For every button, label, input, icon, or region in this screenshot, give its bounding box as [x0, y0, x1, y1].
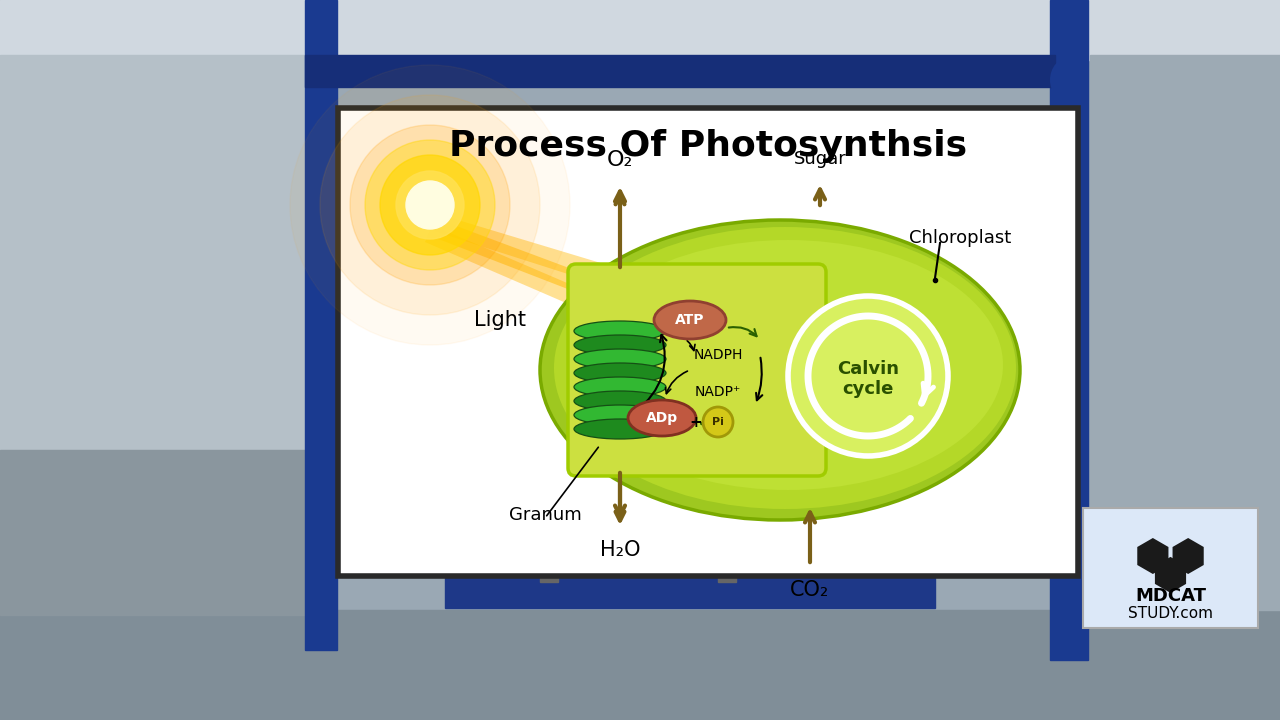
Bar	[1050, 0, 1088, 660]
Circle shape	[406, 181, 454, 229]
Ellipse shape	[654, 301, 726, 339]
Ellipse shape	[573, 405, 666, 425]
Bar	[338, 108, 1078, 576]
Circle shape	[365, 140, 495, 270]
Ellipse shape	[573, 363, 666, 383]
Ellipse shape	[628, 400, 696, 436]
Ellipse shape	[573, 349, 666, 369]
Bar	[305, 55, 1055, 87]
Circle shape	[320, 95, 540, 315]
Polygon shape	[428, 218, 628, 310]
Bar	[1083, 508, 1258, 628]
Ellipse shape	[540, 220, 1020, 520]
Circle shape	[349, 125, 509, 285]
Ellipse shape	[573, 335, 666, 355]
Text: CO₂: CO₂	[790, 580, 829, 600]
Ellipse shape	[554, 227, 1016, 509]
Circle shape	[788, 296, 948, 456]
Bar	[718, 572, 736, 582]
Text: Light: Light	[474, 310, 526, 330]
Circle shape	[396, 171, 465, 239]
Ellipse shape	[573, 321, 666, 341]
Circle shape	[703, 407, 733, 437]
Text: ATP: ATP	[676, 313, 705, 327]
Polygon shape	[430, 214, 623, 290]
Bar	[0, 55, 315, 610]
Circle shape	[380, 155, 480, 255]
Text: Process Of Photosynthsis: Process Of Photosynthsis	[449, 129, 968, 163]
Text: Pi: Pi	[712, 417, 724, 427]
FancyBboxPatch shape	[568, 264, 826, 476]
Bar	[305, 0, 337, 650]
Polygon shape	[425, 225, 630, 328]
Bar	[0, 610, 1280, 720]
Text: STUDY.com: STUDY.com	[1128, 606, 1213, 621]
Polygon shape	[1155, 557, 1187, 593]
Polygon shape	[1137, 538, 1169, 574]
Text: Chloroplast: Chloroplast	[909, 229, 1011, 247]
Text: NADPH: NADPH	[694, 348, 742, 362]
Polygon shape	[1172, 538, 1203, 574]
Text: Calvin
cycle: Calvin cycle	[837, 359, 899, 398]
Bar	[1091, 55, 1280, 610]
Text: H₂O: H₂O	[600, 540, 640, 560]
Text: O₂: O₂	[607, 150, 634, 170]
Bar	[445, 576, 934, 608]
Text: Sugar: Sugar	[794, 150, 846, 168]
Bar	[540, 572, 558, 582]
Ellipse shape	[573, 419, 666, 439]
Text: MDCAT: MDCAT	[1135, 587, 1206, 605]
Text: +: +	[690, 415, 703, 430]
Ellipse shape	[1050, 58, 1088, 102]
Text: NADP⁺: NADP⁺	[695, 385, 741, 399]
Bar	[0, 0, 1280, 60]
Ellipse shape	[573, 377, 666, 397]
Bar	[0, 450, 315, 615]
Ellipse shape	[573, 240, 1004, 490]
Circle shape	[291, 65, 570, 345]
Text: ADp: ADp	[646, 411, 678, 425]
Ellipse shape	[573, 391, 666, 411]
Text: Granum: Granum	[508, 506, 581, 524]
